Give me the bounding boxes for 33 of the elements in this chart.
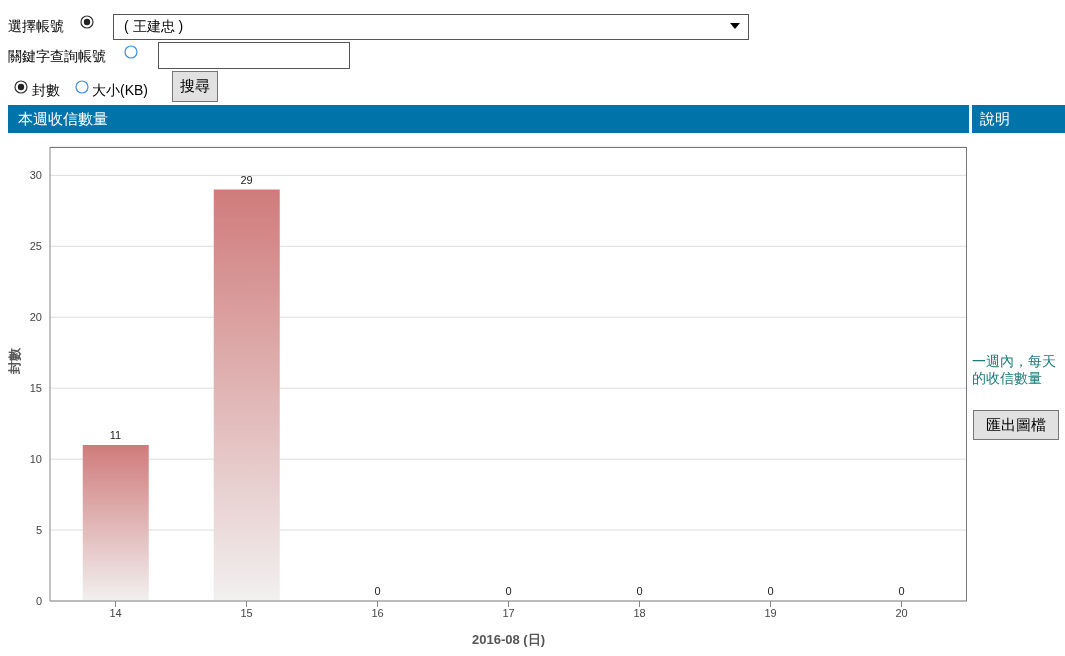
text: 說明 bbox=[980, 110, 1010, 127]
text: 匯出圖檔 bbox=[986, 416, 1046, 433]
data-label: 0 bbox=[636, 585, 643, 597]
y-tick-label: 15 bbox=[29, 382, 42, 395]
data-label: 11 bbox=[109, 428, 122, 441]
x-tick-label: 20 bbox=[895, 606, 908, 619]
text: 一週內，每天的收信數量 bbox=[972, 353, 1056, 386]
data-label: 0 bbox=[767, 585, 774, 597]
y-tick-label: 5 bbox=[35, 523, 42, 536]
y-tick-label: 30 bbox=[29, 169, 42, 182]
y-tick-label: 0 bbox=[35, 594, 42, 607]
x-tick-label: 19 bbox=[764, 606, 777, 619]
data-label: 0 bbox=[898, 585, 905, 597]
x-tick-label: 14 bbox=[109, 606, 122, 619]
chart-title: 本週收信數量 bbox=[18, 110, 108, 127]
data-label: 29 bbox=[240, 173, 253, 186]
text: 大小(KB) bbox=[92, 82, 148, 98]
x-tick-label: 16 bbox=[371, 606, 384, 619]
text: 封數 bbox=[32, 82, 60, 98]
text: ( 王建忠 ) bbox=[124, 18, 184, 34]
x-axis-title: 2016-08 (日) bbox=[472, 632, 545, 647]
data-label: 0 bbox=[505, 585, 512, 597]
x-tick-label: 18 bbox=[633, 606, 646, 619]
y-tick-label: 10 bbox=[29, 453, 42, 466]
y-tick-label: 25 bbox=[29, 240, 42, 253]
data-label: 0 bbox=[374, 585, 381, 597]
x-tick-label: 15 bbox=[240, 606, 253, 619]
text: 關鍵字查詢帳號 bbox=[8, 48, 106, 64]
text: 選擇帳號 bbox=[8, 18, 64, 34]
text: 搜尋 bbox=[180, 77, 210, 94]
y-axis-title: 封數 bbox=[6, 347, 22, 375]
y-tick-label: 20 bbox=[29, 311, 42, 324]
x-tick-label: 17 bbox=[502, 606, 515, 619]
